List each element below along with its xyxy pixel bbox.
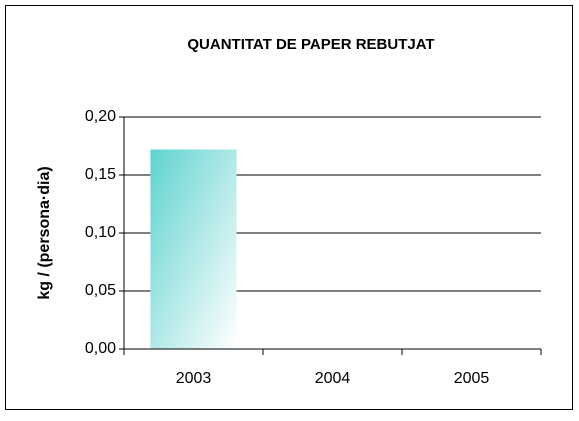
x-tick-label: 2005 bbox=[454, 370, 490, 387]
chart-title: QUANTITAT DE PAPER REBUTJAT bbox=[187, 36, 434, 53]
y-axis-label: kg / (persona·dia) bbox=[36, 166, 53, 299]
x-tick-label: 2003 bbox=[176, 370, 212, 387]
x-tick-label: 2004 bbox=[315, 370, 351, 387]
bar bbox=[150, 149, 237, 349]
y-tick-label: 0,10 bbox=[85, 224, 116, 241]
y-tick-label: 0,05 bbox=[85, 282, 116, 299]
chart-border bbox=[5, 5, 573, 410]
y-tick-label: 0,00 bbox=[85, 340, 116, 357]
y-tick-label: 0,20 bbox=[85, 108, 116, 125]
y-tick-label: 0,15 bbox=[85, 166, 116, 183]
